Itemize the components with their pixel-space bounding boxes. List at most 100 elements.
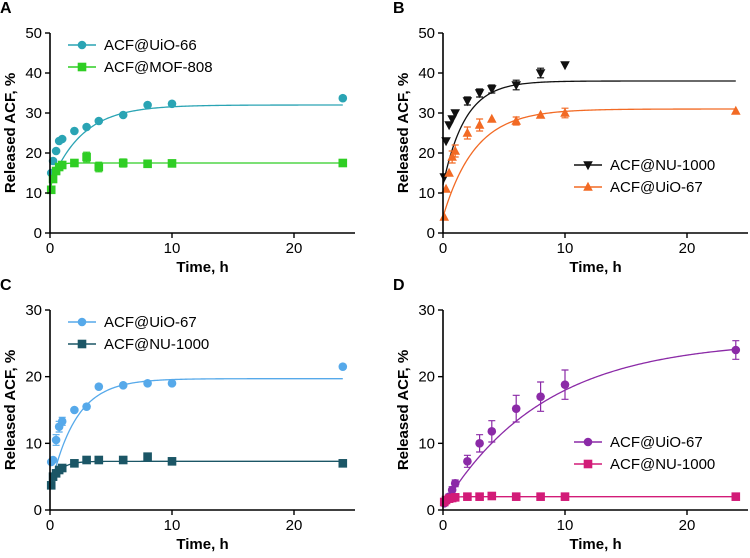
panel-a-y-axis-title: Released ACF, % — [2, 73, 19, 193]
panel-d-legend-acf-uio-67-marker — [583, 437, 593, 447]
panel-c-legend: ACF@UiO-67 ACF@NU-1000 — [68, 314, 209, 353]
panel-a-acf-uio-66-point — [51, 146, 61, 156]
panel-b-acf-uio-67-point — [560, 107, 570, 117]
panel-a-acf-uio-66-point — [57, 134, 67, 144]
panel-c-acf-uio-67-point — [57, 417, 67, 426]
panel-b-acf-nu-1000-point — [447, 115, 457, 125]
panel-b-acf-uio-67-point — [731, 105, 741, 115]
panel-b-y-tick-label: 50 — [418, 25, 435, 42]
panel-c: C 0 10 20 30 0 10 20 Time, h Released ACF, % ACF@U… — [0, 277, 355, 553]
panel-c-legend-acf-nu-1000-marker — [77, 339, 87, 349]
panel-b-x-tick-label: 0 — [439, 240, 447, 257]
panel-c-fit-line-acf-nu-1000 — [49, 460, 343, 487]
panel-b-y-tick-label: 20 — [418, 145, 435, 162]
panel-d-acf-uio-67-point — [511, 404, 521, 413]
panel-d-acf-uio-67-point — [536, 392, 545, 401]
panel-c-acf-uio-67-point — [118, 381, 128, 390]
panel-b-y-tick-label: 30 — [418, 105, 435, 122]
panel-a-x-axis-title: Time, h — [176, 259, 228, 276]
panel-d-acf-uio-67-point — [731, 345, 741, 355]
panel-c-acf-uio-67-point — [143, 379, 152, 388]
panel-a-acf-mof-808-point — [118, 158, 128, 168]
panel-a-y-tick-label: 40 — [25, 65, 42, 82]
panel-c-x-axis-title: Time, h — [176, 536, 228, 553]
panel-b-legend-acf-uio-67-marker — [583, 181, 593, 191]
panel-b-x-tick-label: 10 — [557, 240, 574, 257]
panel-a-x-tick-label: 10 — [164, 240, 181, 257]
panel-c-acf-nu-1000-point — [70, 459, 79, 468]
panel-d-acf-nu-1000-point — [475, 492, 484, 501]
panel-a-acf-uio-66-point — [118, 110, 128, 120]
panel-d-acf-nu-1000-point — [463, 492, 472, 501]
panel-b-y-tick-label: 0 — [427, 225, 435, 242]
panel-b-acf-nu-1000-point — [474, 89, 485, 99]
panel-b: B 0 10 20 30 40 50 0 10 20 Time, h Released ACF, % A… — [393, 0, 748, 276]
panel-d-acf-nu-1000-point — [536, 492, 545, 501]
panel-a-legend-acf-mof-808-label: ACF@MOF-808 — [104, 59, 213, 76]
panel-b-letter: B — [393, 0, 405, 17]
panel-b-acf-uio-67-point — [447, 151, 457, 161]
panel-b-x-axis-title: Time, h — [569, 259, 621, 276]
panel-c-acf-nu-1000-point — [338, 459, 348, 468]
panel-d-y-tick-label: 10 — [418, 435, 435, 452]
panel-b-acf-nu-1000-point — [444, 121, 454, 131]
panel-a-y-tick-label: 20 — [25, 145, 42, 162]
panel-d-letter: D — [393, 277, 405, 294]
panel-d: D 0 10 20 30 0 10 20 Time, h Released ACF, % ACF@U… — [393, 277, 748, 553]
panel-a-acf-mof-808-point — [167, 159, 177, 168]
panel-b-y-axis-title: Released ACF, % — [395, 73, 412, 193]
panel-b-x-tick-label: 20 — [679, 240, 696, 257]
panel-c-acf-uio-67-point — [167, 379, 177, 388]
panel-b-acf-uio-67-point — [511, 115, 521, 125]
panel-b-acf-uio-67-point — [487, 113, 497, 123]
panel-a-acf-mof-808-point — [94, 162, 104, 172]
panel-d-x-tick-label: 20 — [679, 517, 696, 534]
panel-b-acf-nu-1000-point — [450, 109, 460, 119]
panel-a-acf-mof-808-point — [48, 174, 58, 184]
panel-a-acf-uio-66-point — [338, 93, 348, 103]
panel-d-acf-nu-1000-point — [487, 491, 497, 501]
panel-c-acf-nu-1000-point — [57, 463, 67, 473]
panel-d-acf-uio-67-point — [463, 457, 472, 466]
panel-b-acf-uio-67-point — [462, 127, 473, 137]
panel-a-acf-mof-808-point — [82, 152, 91, 162]
panel-b-acf-uio-67-point — [439, 211, 450, 221]
panel-b-acf-nu-1000-point — [511, 81, 521, 91]
panel-a-acf-uio-66-point — [143, 100, 152, 110]
panel-c-acf-uio-67-point — [82, 402, 91, 411]
panel-b-acf-uio-67-point — [535, 109, 546, 119]
panel-a-y-tick-label: 50 — [25, 25, 42, 42]
panel-a-acf-mof-808-point — [338, 158, 348, 168]
panel-a-x-tick-label: 0 — [46, 240, 54, 257]
panel-a-acf-mof-808-point — [57, 160, 67, 170]
panel-c-x-tick-label: 20 — [286, 517, 303, 534]
panel-c-acf-nu-1000-point — [167, 457, 177, 466]
panel-d-acf-nu-1000-point — [731, 492, 741, 501]
panel-b-y-tick-label: 10 — [418, 185, 435, 202]
panel-d-acf-nu-1000-point — [511, 492, 521, 501]
panel-d-fit-line-acf-uio-67 — [442, 348, 736, 508]
panel-d-y-tick-label: 0 — [427, 502, 435, 519]
panel-b-acf-nu-1000-point — [487, 85, 497, 95]
panel-a-fit-line-acf-uio-66 — [49, 104, 343, 186]
panel-b-acf-nu-1000-point — [560, 61, 570, 71]
panel-b-acf-nu-1000-point — [535, 69, 546, 79]
panel-d-y-tick-label: 30 — [418, 302, 435, 319]
panel-c-x-tick-label: 10 — [164, 517, 181, 534]
panel-c-y-tick-label: 10 — [25, 435, 42, 452]
panel-d-x-axis-title: Time, h — [569, 536, 621, 553]
panel-b-acf-uio-67-point — [474, 119, 485, 129]
panel-a-legend-acf-uio-66-marker — [77, 40, 87, 50]
panel-c-legend-acf-nu-1000-label: ACF@NU-1000 — [104, 336, 209, 353]
panel-c-fit-line-acf-uio-67 — [49, 378, 343, 491]
panel-c-acf-uio-67-point — [338, 362, 348, 371]
panel-a-acf-uio-66-point — [167, 99, 177, 109]
panel-b-acf-nu-1000-point — [462, 97, 473, 107]
panel-a-acf-mof-808-point — [70, 158, 79, 168]
panel-c-legend-acf-uio-67-label: ACF@UiO-67 — [104, 314, 197, 331]
panel-c-acf-uio-67-point — [70, 405, 79, 415]
panel-d-y-tick-label: 20 — [418, 369, 435, 386]
panel-a: A 0 10 20 30 40 50 0 10 20 Time, h Released ACF, % A… — [0, 0, 355, 276]
panel-c-acf-uio-67-point — [48, 455, 58, 465]
panel-c-acf-nu-1000-point — [94, 455, 104, 465]
